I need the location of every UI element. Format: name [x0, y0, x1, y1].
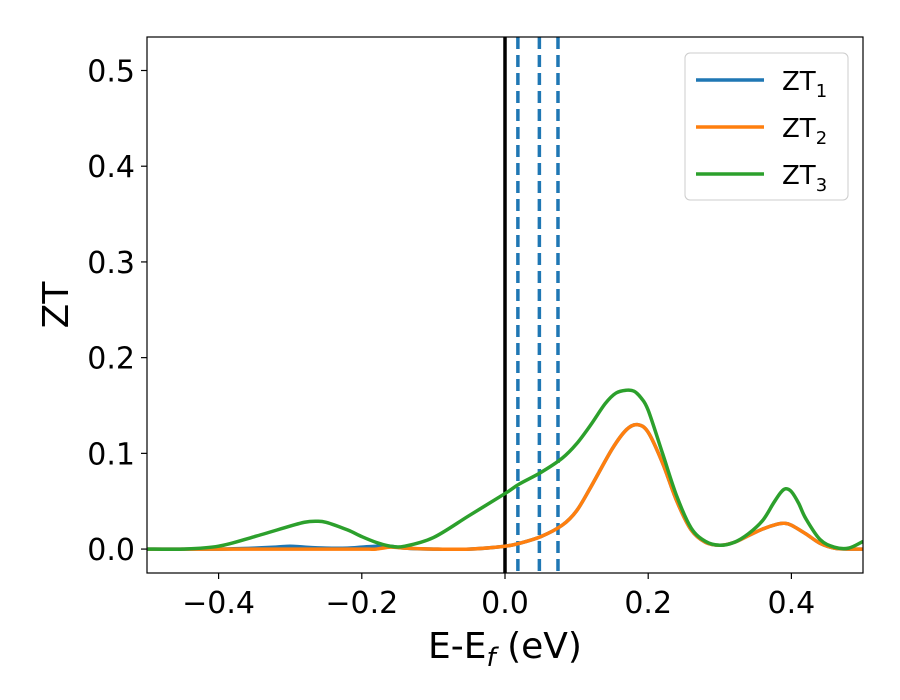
series-lines [147, 388, 863, 552]
y-tick-label: 0.3 [87, 246, 135, 281]
x-axis-title-unit: (eV) [496, 626, 582, 667]
y-axis: 0.0 0.1 0.2 0.3 0.4 0.5 [87, 55, 147, 568]
y-tick-label: 0.0 [87, 533, 135, 568]
x-axis-title: E-Ef (eV) [428, 626, 582, 673]
x-axis: −0.4 −0.2 0.0 0.2 0.4 [182, 573, 815, 621]
series-line-zt2 [147, 422, 863, 552]
x-tick-label: −0.2 [325, 586, 398, 621]
series-line-zt3 [147, 388, 863, 552]
legend-label: ZT2 [782, 114, 827, 149]
y-tick-label: 0.2 [87, 342, 135, 377]
legend-label: ZT1 [782, 67, 827, 102]
y-axis-title: ZT [36, 281, 77, 329]
legend-box [684, 52, 849, 201]
legend-label: ZT3 [782, 161, 827, 196]
x-tick-label: 0.0 [481, 586, 529, 621]
x-tick-label: 0.2 [624, 586, 672, 621]
x-tick-label: 0.4 [768, 586, 816, 621]
legend-label-sub: 3 [816, 175, 827, 196]
legend-label-sub: 2 [816, 128, 827, 149]
legend: ZT1 ZT2 ZT3 [684, 52, 849, 201]
reference-lines [503, 37, 560, 573]
y-tick-label: 0.1 [87, 437, 135, 472]
y-tick-label: 0.5 [87, 55, 135, 90]
legend-label-sub: 1 [816, 81, 827, 102]
x-tick-label: −0.4 [182, 586, 255, 621]
y-tick-label: 0.4 [87, 150, 135, 185]
